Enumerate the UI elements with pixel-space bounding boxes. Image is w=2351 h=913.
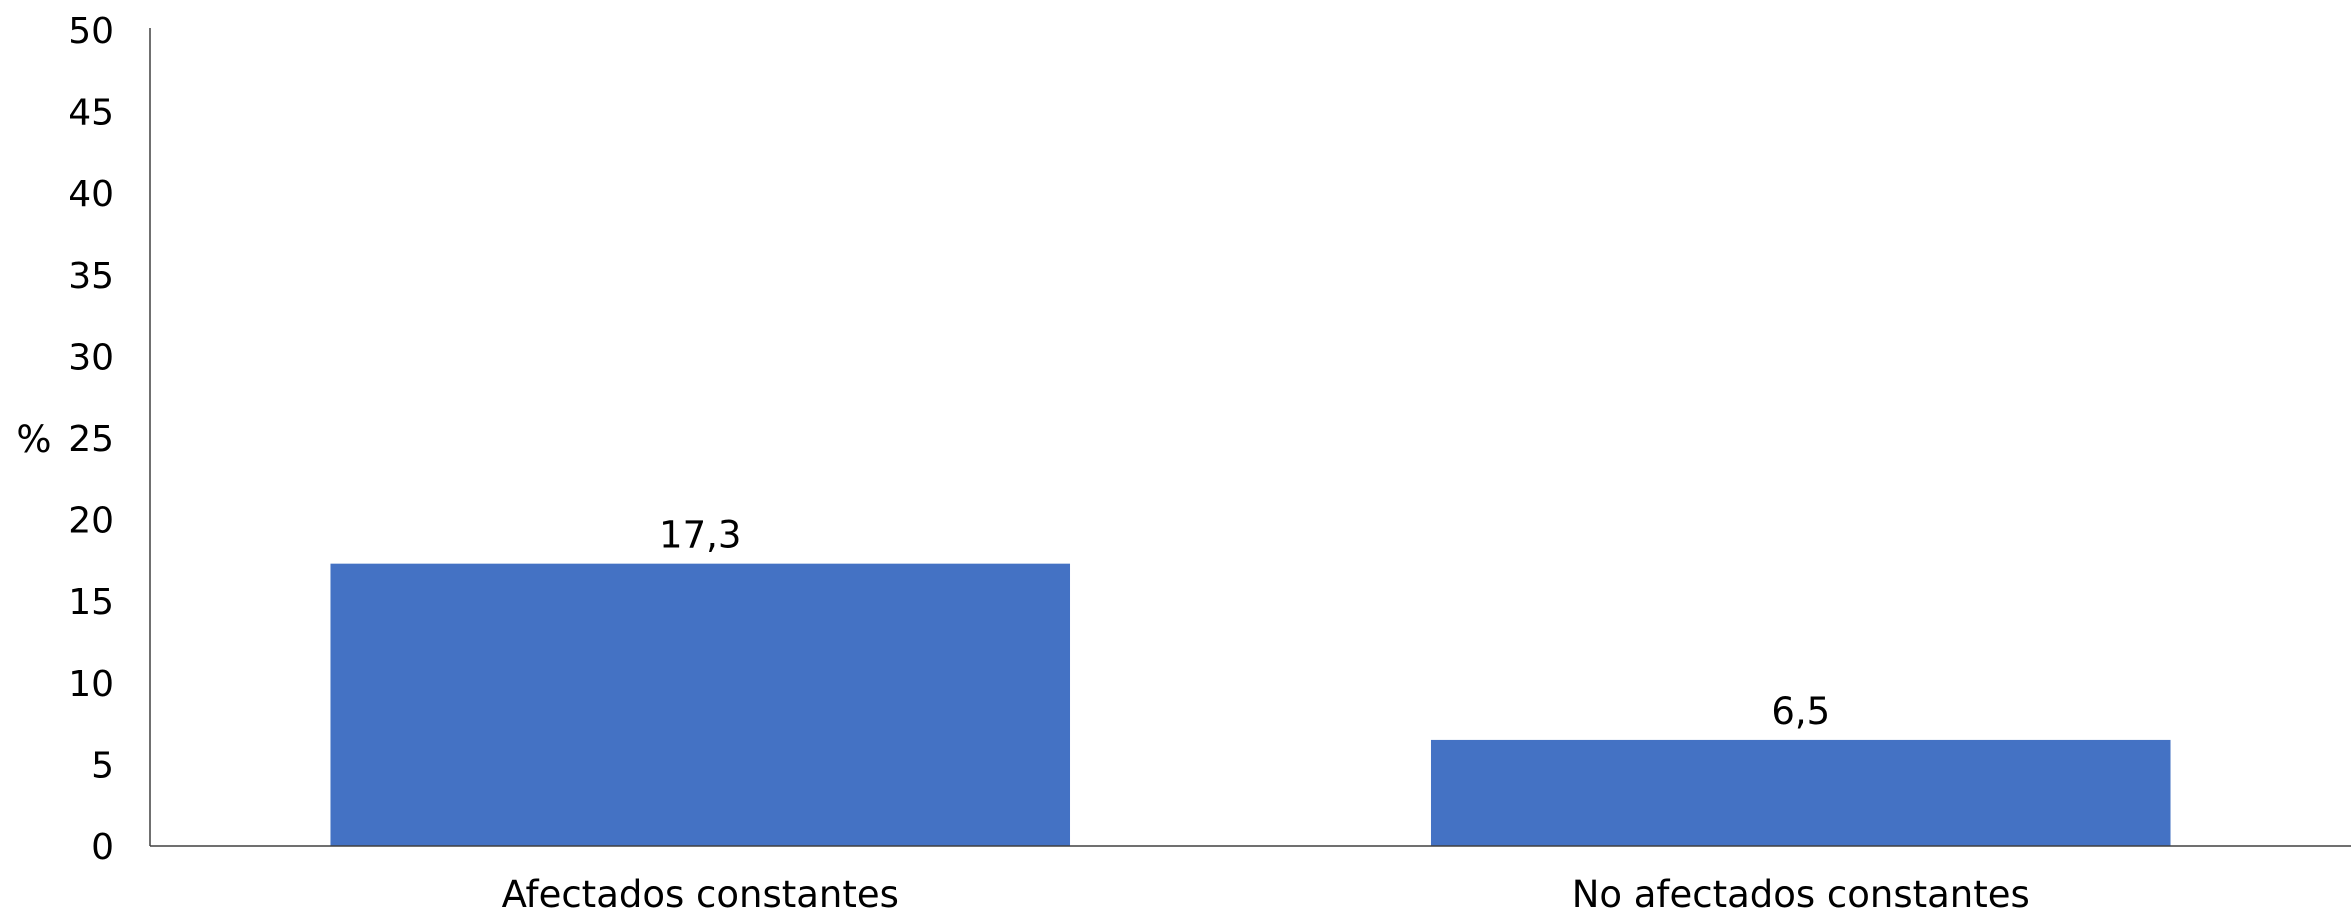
- y-tick-label: 20: [68, 501, 114, 542]
- y-tick-label: 50: [68, 11, 114, 52]
- data-labels: 17,3 6,5: [659, 514, 1830, 733]
- y-tick-label: 0: [91, 827, 114, 868]
- y-tick-label: 10: [68, 664, 114, 705]
- y-tick-label: 45: [68, 93, 114, 134]
- category-label: Afectados constantes: [502, 873, 899, 913]
- y-tick-label: 30: [68, 337, 114, 378]
- category-labels: Afectados constantes No afectados constan…: [502, 873, 2030, 913]
- category-label: No afectados constantes: [1572, 873, 2030, 913]
- bar: [330, 563, 1071, 846]
- y-tick-label: 40: [68, 174, 114, 215]
- bars: [330, 563, 2171, 846]
- y-tick-label: 15: [68, 582, 114, 623]
- y-axis-ticks: 0 5 10 15 20 25 30 35 40 45 50: [68, 11, 114, 868]
- y-tick-label: 5: [91, 745, 114, 786]
- data-label: 17,3: [659, 514, 741, 557]
- y-axis-label: %: [16, 418, 51, 461]
- data-label: 6,5: [1771, 690, 1830, 733]
- y-tick-label: 25: [68, 419, 114, 460]
- bar: [1430, 739, 2171, 846]
- y-tick-label: 35: [68, 256, 114, 297]
